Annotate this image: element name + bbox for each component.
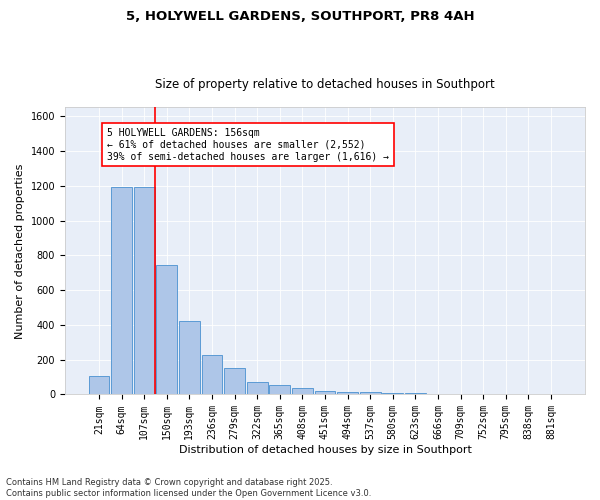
Bar — [224, 368, 245, 394]
Bar — [134, 186, 155, 394]
Bar — [247, 382, 268, 394]
Bar — [269, 385, 290, 394]
X-axis label: Distribution of detached houses by size in Southport: Distribution of detached houses by size … — [179, 445, 472, 455]
Bar — [337, 392, 358, 394]
Bar — [157, 265, 177, 394]
Bar — [89, 376, 109, 394]
Bar — [360, 392, 380, 394]
Bar — [314, 391, 335, 394]
Bar — [382, 392, 403, 394]
Y-axis label: Number of detached properties: Number of detached properties — [15, 164, 25, 338]
Bar — [292, 388, 313, 394]
Text: Contains HM Land Registry data © Crown copyright and database right 2025.
Contai: Contains HM Land Registry data © Crown c… — [6, 478, 371, 498]
Bar — [202, 356, 223, 395]
Bar — [405, 393, 426, 394]
Title: Size of property relative to detached houses in Southport: Size of property relative to detached ho… — [155, 78, 495, 91]
Bar — [111, 186, 132, 394]
Bar — [179, 322, 200, 394]
Text: 5, HOLYWELL GARDENS, SOUTHPORT, PR8 4AH: 5, HOLYWELL GARDENS, SOUTHPORT, PR8 4AH — [125, 10, 475, 23]
Text: 5 HOLYWELL GARDENS: 156sqm
← 61% of detached houses are smaller (2,552)
39% of s: 5 HOLYWELL GARDENS: 156sqm ← 61% of deta… — [107, 128, 389, 162]
